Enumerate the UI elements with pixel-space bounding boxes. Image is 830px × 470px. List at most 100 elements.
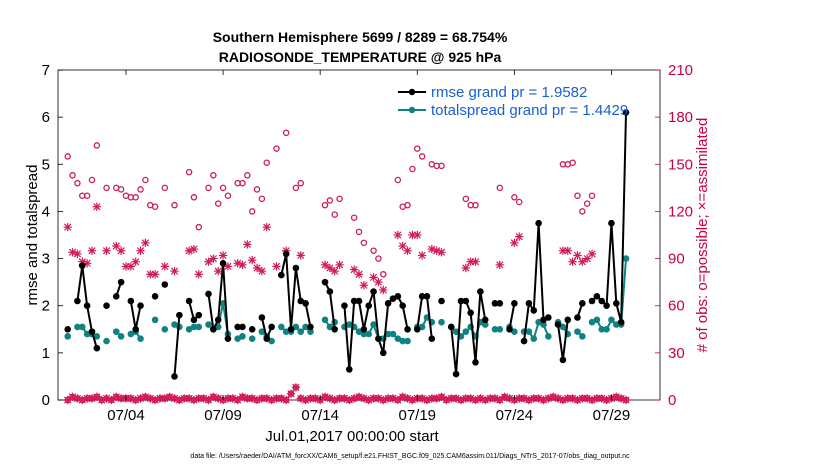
y-tick-label-right: 60 — [668, 298, 685, 315]
obs-assimilated-point — [262, 222, 271, 232]
spread-point — [370, 321, 377, 328]
rmse-point — [161, 281, 169, 288]
x-tick-label: 07/04 — [107, 407, 145, 424]
obs-possible-point — [132, 194, 139, 201]
spread-point — [103, 337, 110, 345]
obs-assimilated-point — [209, 254, 218, 263]
rmse-point — [248, 325, 256, 333]
rmse-point — [399, 302, 406, 310]
obs-assimilated-point — [214, 266, 223, 276]
obs-assimilated-point — [573, 251, 582, 260]
obs-possible-point — [326, 197, 334, 204]
rmse-point — [574, 314, 581, 321]
rmse-point — [234, 323, 241, 331]
rmse-point — [171, 373, 178, 380]
rmse-point — [117, 278, 125, 286]
obs-assimilated-point — [515, 232, 524, 241]
axis-ticks: 07/04 07/09 07/14 07/19 07/24 07/29 0 1 2 3 4 5 6 7 0 3… — [42, 62, 693, 424]
rmse-point — [423, 292, 431, 300]
rmse-point — [564, 316, 572, 324]
rmse-point — [112, 292, 120, 300]
obs-possible-point — [210, 172, 217, 179]
obs-assimilated-point — [349, 265, 359, 274]
obs-possible-point — [350, 214, 358, 221]
spread-point — [545, 333, 552, 340]
obs-possible-point — [258, 195, 266, 203]
spread-point — [452, 328, 460, 335]
obs-possible-point — [569, 159, 576, 166]
rmse-point — [394, 292, 402, 300]
obs-possible-point — [137, 186, 144, 193]
obs-assimilated-point — [325, 263, 335, 273]
spread-point — [239, 333, 246, 340]
obs-assimilated-point — [379, 285, 388, 295]
spread-point — [205, 321, 212, 328]
rmse-point — [506, 325, 513, 333]
obs-possible-point — [588, 192, 596, 199]
spread-point — [481, 321, 489, 328]
rmse-point — [88, 328, 96, 335]
obs-assimilated-point — [102, 246, 111, 255]
obs-possible-point — [370, 247, 377, 254]
x-tick-label: 07/29 — [593, 407, 631, 424]
rmse-point — [331, 325, 339, 333]
obs-possible-point — [190, 194, 198, 201]
y-axis-label: rmse and totalspread — [24, 165, 41, 306]
spread-point — [161, 325, 169, 333]
rmse-point — [302, 300, 309, 307]
obs-possible-point — [496, 184, 504, 192]
y-tick-label-right: 180 — [668, 109, 693, 126]
obs-assimilated-point — [495, 260, 504, 270]
obs-possible-point — [273, 145, 280, 152]
obs-possible-point — [409, 165, 416, 173]
spread-point — [598, 325, 606, 333]
spread-point — [438, 318, 445, 326]
obs-assimilated-point — [417, 251, 427, 260]
rmse-line — [450, 291, 487, 375]
rmse-point — [74, 297, 81, 305]
obs-assimilated-point — [170, 266, 179, 276]
obs-assimilated-point — [112, 392, 121, 402]
obs-possible-point — [321, 201, 329, 209]
obs-assimilated-point — [189, 244, 199, 254]
spread-point — [404, 337, 411, 345]
obs-possible-point — [336, 195, 343, 203]
y-tick-label: 4 — [42, 203, 50, 220]
rmse-point — [511, 300, 518, 307]
obs-possible-point — [142, 176, 149, 184]
spread-point — [137, 335, 144, 343]
rmse-point — [613, 300, 620, 307]
rmse-point — [355, 297, 363, 305]
rmse-point — [413, 325, 421, 333]
rmse-point — [617, 318, 625, 326]
rmse-point — [282, 250, 290, 258]
chart-subtitle: RADIOSONDE_TEMPERATURE @ 925 hPa — [219, 49, 502, 65]
obs-assimilated-point — [621, 395, 631, 405]
rmse-point — [491, 300, 499, 307]
obs-assimilated-point — [160, 262, 169, 271]
rmse-point — [287, 325, 295, 333]
spread-point — [64, 333, 72, 340]
obs-possible-point — [282, 129, 290, 137]
spread-point — [93, 333, 101, 340]
obs-possible-point — [375, 255, 382, 262]
rmse-point — [462, 297, 470, 305]
obs-assimilated-point — [359, 281, 369, 290]
rmse-point — [64, 325, 72, 333]
rmse-point — [239, 323, 246, 331]
rmse-point — [418, 292, 426, 300]
rmse-point — [176, 311, 183, 319]
obs-possible-point — [224, 192, 232, 199]
y-tick-label: 0 — [42, 392, 50, 409]
obs-assimilated-point — [248, 255, 257, 265]
y-tick-label: 2 — [42, 298, 50, 315]
obs-possible-point — [93, 142, 101, 149]
spread-point — [365, 330, 373, 338]
obs-possible-point — [579, 208, 586, 215]
rmse-point — [93, 344, 101, 352]
rmse-point — [321, 278, 329, 286]
obs-assimilated-point — [403, 246, 412, 255]
obs-possible-point — [103, 184, 110, 192]
rmse-point — [151, 292, 159, 300]
obs-assimilated-point — [150, 270, 160, 279]
